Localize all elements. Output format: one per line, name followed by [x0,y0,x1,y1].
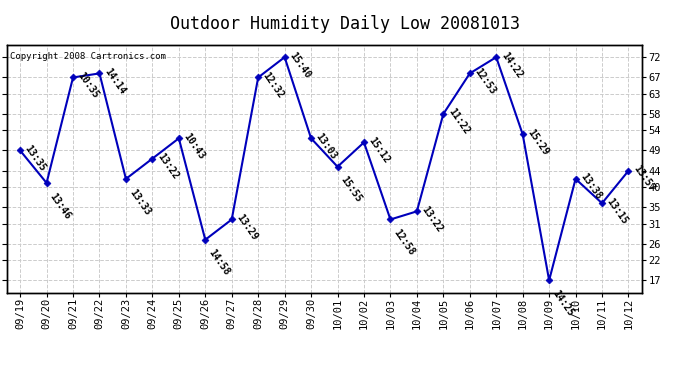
Text: Copyright 2008 Cartronics.com: Copyright 2008 Cartronics.com [10,53,166,62]
Text: 15:55: 15:55 [339,175,364,205]
Text: 14:22: 14:22 [499,50,524,80]
Text: 13:15: 13:15 [605,196,630,226]
Text: 10:35: 10:35 [76,70,101,100]
Text: 15:29: 15:29 [526,127,551,157]
Text: 14:14: 14:14 [102,66,127,96]
Text: 11:22: 11:22 [446,107,471,136]
Text: 14:25: 14:25 [551,288,575,318]
Text: 14:58: 14:58 [207,248,232,278]
Text: Outdoor Humidity Daily Low 20081013: Outdoor Humidity Daily Low 20081013 [170,15,520,33]
Text: 12:58: 12:58 [392,228,417,257]
Text: 13:22: 13:22 [155,152,180,181]
Text: 13:29: 13:29 [235,212,259,242]
Text: 12:32: 12:32 [261,70,286,100]
Text: 15:40: 15:40 [288,50,313,80]
Text: 10:43: 10:43 [181,131,206,161]
Text: 12:53: 12:53 [473,66,497,96]
Text: 13:38: 13:38 [578,172,603,202]
Text: 13:46: 13:46 [48,191,73,221]
Text: 13:22: 13:22 [420,204,444,234]
Text: 13:35: 13:35 [23,143,48,173]
Text: 15:12: 15:12 [367,135,392,165]
Text: 13:33: 13:33 [128,187,152,217]
Text: 13:03: 13:03 [314,131,339,161]
Text: 13:57: 13:57 [631,164,656,194]
